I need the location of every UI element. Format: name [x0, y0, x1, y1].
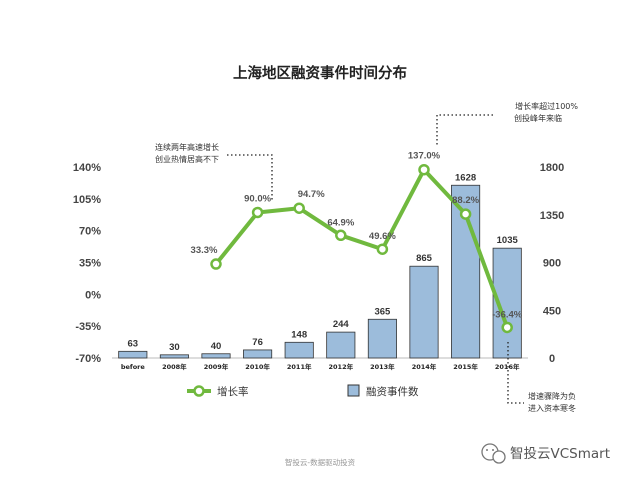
x-tick-label: 2008年	[162, 362, 187, 371]
annotation-text: 增速骤降为负	[528, 391, 576, 401]
bar	[243, 349, 273, 359]
x-tick-label: 2013年	[370, 362, 395, 371]
annotation-text: 创投峰年来临	[514, 113, 562, 123]
right-tick-label: 1350	[540, 210, 564, 222]
bar	[409, 265, 439, 359]
left-axis: 140% 105% 70% 35% 0% -35% -70%	[73, 162, 101, 365]
right-tick-label: 450	[543, 305, 561, 317]
bar-value-label: 76	[252, 337, 263, 348]
left-tick-label: -35%	[75, 321, 101, 333]
rate-value-label: 90.0%	[244, 193, 271, 204]
rate-value-label: 64.9%	[327, 217, 354, 228]
right-tick-label: 1800	[540, 162, 564, 174]
bar-value-label: 63	[128, 338, 139, 349]
bar-value-label: 865	[416, 253, 433, 264]
bar-value-label: 30	[169, 342, 180, 353]
footer-text: 智投云-数据驱动投资	[285, 457, 356, 467]
brand-text: 智投云VCSmart	[510, 446, 610, 462]
annotation-leader	[507, 342, 524, 404]
rate-point	[293, 202, 305, 214]
rate-value-label: 33.3%	[191, 245, 218, 256]
bar-value-label: 1628	[455, 172, 476, 183]
x-tick-label: 2010年	[245, 362, 270, 371]
x-tick-label: 2012年	[329, 362, 354, 371]
bar-value-label: 40	[211, 341, 222, 352]
rate-point	[459, 208, 472, 220]
legend: 增长率 融资事件数	[187, 384, 419, 398]
right-tick-label: 0	[549, 353, 555, 365]
bar	[159, 354, 189, 359]
x-tick-label: 2015年	[453, 362, 478, 371]
bar-series: 63 30 40 76 148 244 365 865 1628 1035	[118, 172, 522, 359]
rate-value-label: 94.7%	[298, 189, 325, 200]
rate-value-label: 88.2%	[452, 195, 479, 206]
bar	[201, 353, 231, 359]
left-tick-label: 70%	[79, 226, 101, 238]
rate-value-label: -36.4%	[492, 309, 523, 320]
bar-value-label: 1035	[497, 235, 519, 246]
legend-line-marker	[193, 385, 205, 397]
x-axis: before 2008年 2009年 2010年 2011年 2012年 2013年 2014…	[121, 362, 520, 371]
left-tick-label: 140%	[73, 162, 101, 174]
right-axis: 1800 1350 900 450 0	[540, 162, 564, 365]
legend-label-count: 融资事件数	[366, 385, 419, 398]
left-tick-label: 0%	[85, 289, 101, 301]
right-tick-label: 900	[543, 258, 561, 270]
bar-value-label: 244	[333, 319, 350, 330]
chart-title: 上海地区融资事件时间分布	[233, 64, 407, 82]
rate-point	[251, 206, 264, 219]
legend-label-rate: 增长率	[217, 385, 249, 398]
rate-point	[335, 229, 347, 242]
bar-value-label: 365	[374, 306, 391, 317]
rate-value-label: 137.0%	[408, 151, 441, 162]
x-tick-label: 2011年	[287, 362, 312, 371]
annotation-text: 连续两年高速增长	[155, 142, 219, 152]
brand-watermark: 智投云VCSmart	[481, 443, 610, 464]
annotation-text: 增长率超过100%	[515, 101, 578, 111]
bar	[118, 350, 148, 359]
rate-point	[376, 243, 389, 255]
wechat-icon	[481, 443, 506, 464]
left-tick-label: 105%	[73, 194, 101, 206]
x-tick-label: 2014年	[412, 362, 437, 371]
bar-value-label: 148	[291, 329, 307, 340]
annotation-text: 创业热情居高不下	[155, 154, 219, 164]
annotation-leader	[436, 114, 493, 145]
rate-point	[418, 163, 430, 176]
legend-bar-swatch	[347, 384, 360, 397]
x-tick-label: 2009年	[204, 362, 229, 371]
left-tick-label: 35%	[79, 258, 101, 270]
annotation-text: 进入资本寒冬	[528, 403, 576, 413]
bar	[284, 341, 314, 359]
x-tick-label: before	[121, 363, 146, 371]
rate-point	[501, 321, 513, 334]
bar	[367, 318, 397, 359]
rate-point	[210, 258, 222, 270]
left-tick-label: -70%	[75, 353, 101, 365]
line-series: 33.3% 90.0% 94.7% 64.9% 49.6% 137.0% 88.2% -36.…	[191, 151, 523, 334]
rate-value-label: 49.6%	[369, 231, 396, 242]
bar	[326, 331, 356, 359]
annotation-leader	[227, 154, 273, 200]
growth-rate-line	[214, 167, 510, 329]
